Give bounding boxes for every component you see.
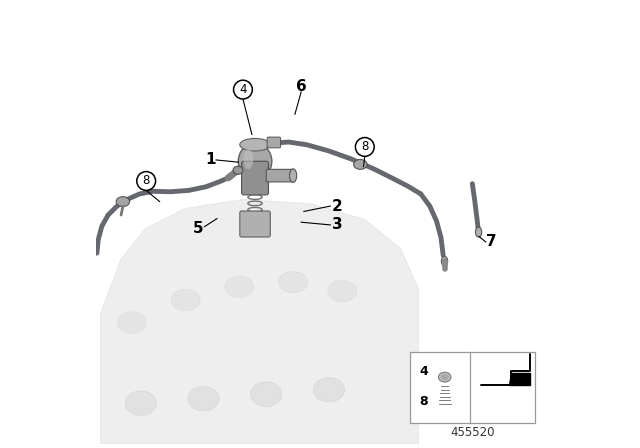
Ellipse shape [233, 166, 243, 174]
Ellipse shape [441, 374, 449, 380]
FancyBboxPatch shape [410, 352, 535, 423]
Ellipse shape [289, 169, 297, 182]
Text: 7: 7 [486, 234, 497, 250]
Ellipse shape [225, 276, 254, 297]
Ellipse shape [238, 143, 272, 179]
Text: 6: 6 [296, 79, 307, 95]
FancyBboxPatch shape [241, 161, 269, 195]
Ellipse shape [278, 271, 308, 293]
Ellipse shape [476, 227, 482, 237]
Ellipse shape [438, 372, 451, 382]
Ellipse shape [250, 382, 282, 407]
Ellipse shape [188, 386, 219, 411]
Text: 2: 2 [332, 198, 342, 214]
Text: 4: 4 [239, 83, 246, 96]
Text: 8: 8 [419, 395, 428, 409]
Ellipse shape [314, 377, 345, 402]
Polygon shape [100, 199, 419, 444]
Text: 8: 8 [361, 140, 369, 154]
Text: 3: 3 [332, 217, 342, 233]
Circle shape [355, 138, 374, 156]
FancyBboxPatch shape [266, 169, 294, 182]
Ellipse shape [442, 256, 448, 266]
Ellipse shape [240, 138, 270, 151]
Text: 5: 5 [193, 221, 204, 236]
Circle shape [234, 80, 252, 99]
Ellipse shape [125, 391, 157, 416]
Text: 4: 4 [419, 365, 428, 378]
Text: 8: 8 [143, 174, 150, 188]
Circle shape [137, 172, 156, 190]
Text: 1: 1 [205, 152, 216, 168]
FancyBboxPatch shape [240, 211, 270, 237]
Ellipse shape [353, 159, 367, 169]
Ellipse shape [328, 280, 357, 302]
Text: 455520: 455520 [450, 426, 495, 439]
Ellipse shape [117, 312, 147, 333]
Ellipse shape [116, 197, 130, 207]
Polygon shape [509, 373, 531, 385]
Ellipse shape [243, 149, 253, 169]
Ellipse shape [171, 289, 200, 311]
FancyBboxPatch shape [267, 137, 280, 148]
